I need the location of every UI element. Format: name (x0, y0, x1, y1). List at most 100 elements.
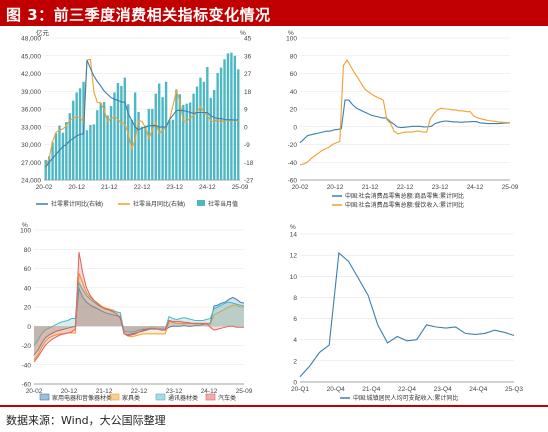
bar (120, 85, 123, 180)
bar (206, 66, 209, 180)
x-tick-label: 20-12 (68, 184, 85, 191)
bar (44, 159, 47, 180)
x-tick-label: 23-12 (166, 388, 183, 395)
series-line (33, 281, 245, 346)
bar (68, 113, 71, 180)
bar (195, 86, 199, 180)
legend-label: 通讯器材类 (168, 394, 198, 402)
bar (109, 106, 113, 180)
x-tick-label: 21-Q4 (362, 386, 380, 393)
x-tick-label: 21-12 (101, 184, 118, 191)
bar (116, 82, 120, 180)
bar (168, 120, 171, 180)
legend-swatch (155, 393, 166, 401)
x-tick-label: 25-Q3 (505, 386, 523, 393)
bar (133, 92, 137, 180)
bar (171, 119, 175, 180)
y-tick-label: 100 (286, 36, 297, 43)
series-line (299, 59, 511, 166)
legend-swatch-bars (197, 200, 205, 206)
y-tick-label: -60 (288, 178, 298, 185)
bar (192, 93, 195, 180)
series-line (299, 99, 511, 144)
y-tick-label-right: 0 (244, 124, 248, 131)
x-tick-label: 20-Q4 (327, 386, 345, 393)
y-axis-unit: % (22, 222, 28, 229)
legend-label: 中国:社会消费品零售总额:餐饮收入:累计同比 (345, 201, 464, 209)
y-tick-label: 100 (20, 228, 31, 235)
y-tick-label: 30,000 (21, 142, 41, 149)
y-tick-label: 42,000 (21, 71, 41, 78)
bar (237, 69, 240, 180)
bar (147, 109, 151, 180)
legend-label: 中国:社会消费品零售总额:商品零售:累计同比 (345, 192, 464, 200)
y-tick-label: 10 (290, 274, 298, 281)
y-tick-label-right: -18 (244, 160, 254, 167)
y-tick-label: 40 (24, 285, 32, 292)
y-tick-label: 33,000 (21, 124, 41, 131)
y-tick-label-right: 27 (244, 71, 252, 78)
x-tick-label: 21-12 (96, 388, 113, 395)
legend-label: 社零当月同比(右轴) (133, 200, 185, 208)
x-tick-label: 20-Q1 (291, 386, 309, 393)
y-tick-label: 20 (290, 107, 298, 114)
bar (154, 93, 157, 180)
x-tick-label: 20-02 (292, 184, 309, 191)
series-line-cumulative-yoy (45, 59, 239, 168)
x-tick-label: 23-12 (166, 184, 183, 191)
y-tick-label: -20 (288, 142, 298, 149)
y-tick-label: 40 (290, 89, 298, 96)
y-tick-label: 39,000 (21, 89, 41, 96)
y-tick-label: 8 (293, 295, 297, 302)
bar (65, 122, 68, 180)
bar (178, 94, 182, 180)
y-tick-label: -40 (22, 362, 32, 369)
bar (188, 102, 192, 180)
legend-swatch (205, 393, 216, 401)
bar (89, 124, 92, 180)
x-tick-label: 21-12 (362, 184, 379, 191)
bar (151, 109, 154, 180)
bar (61, 132, 65, 180)
bar (96, 110, 99, 180)
y-tick-label: 80 (290, 53, 298, 60)
x-tick-label: 24-12 (199, 184, 216, 191)
x-tick-label: 22-12 (134, 184, 151, 191)
bar (230, 52, 233, 180)
y-tick-label: 12 (290, 253, 298, 260)
chart-retail-sales: 48,000 45,000 42,000 39,000 36,000 33,000 30,0… (21, 28, 254, 208)
y-tick-label: -20 (22, 343, 32, 350)
chart-urban-income-yoy: 14 12 10 8 6 4 2 020-Q1 20-Q4 21-Q4 22-Q4 23-Q4 24-Q… (290, 224, 524, 402)
y-tick-label-right: 9 (244, 107, 248, 114)
y-tick-label-right: 18 (244, 89, 252, 96)
bar (92, 124, 96, 180)
bar (161, 97, 164, 180)
y-tick-label: 60 (24, 266, 32, 273)
legend-label: 中国:城镇居民人均可支配收入:累计同比 (353, 394, 458, 402)
bar (216, 72, 219, 180)
legend-swatch (109, 393, 120, 401)
bar (182, 104, 185, 180)
footer-divider (0, 405, 548, 407)
x-tick-label: 23-12 (432, 184, 449, 191)
y-tick-label-right: 36 (244, 53, 252, 60)
bar (47, 156, 51, 180)
series-line (299, 251, 515, 378)
x-tick-label: 20-02 (26, 388, 43, 395)
x-tick-label: 20-02 (36, 184, 53, 191)
x-tick-label: 24-12 (467, 184, 484, 191)
series-area (34, 288, 244, 356)
bar (72, 100, 75, 180)
bar (102, 101, 106, 180)
x-tick-label: 23-Q4 (434, 386, 452, 393)
series-line-monthly-yoy (45, 58, 239, 168)
bar (85, 130, 89, 180)
y-tick-label: 0 (27, 324, 31, 331)
bar (202, 81, 206, 180)
bar (113, 92, 116, 180)
source-note: 数据来源：Wind，大公国际整理 (6, 414, 166, 427)
y-tick-label-right: -27 (244, 178, 254, 185)
y-axis-unit-right: % (240, 30, 246, 37)
legend-label: 汽车类 (218, 394, 236, 402)
